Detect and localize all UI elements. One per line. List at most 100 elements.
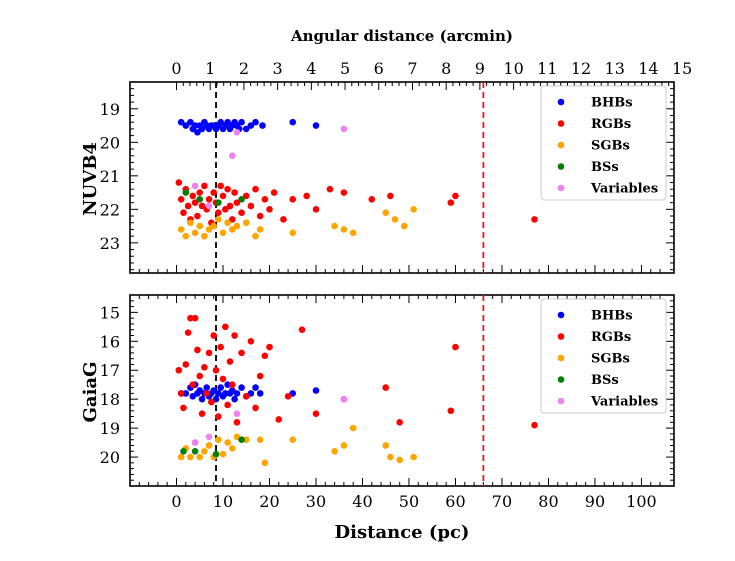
data-point (289, 436, 297, 443)
x-axis-label: Distance (pc) (335, 522, 470, 543)
gaiag-panel: 15 16 17 18 19 20 BHBs RGBs SGBs BSs Variables 0 10 2… (100, 294, 675, 511)
data-point (203, 384, 211, 391)
y-tick-label: 19 (100, 100, 120, 119)
data-point (182, 122, 190, 129)
data-point (452, 343, 459, 351)
x-tick-label: 30 (306, 492, 326, 511)
top-tick-label: 2 (239, 59, 249, 78)
data-point (531, 216, 538, 223)
y-tick-label: 19 (100, 419, 120, 438)
data-point (217, 384, 224, 391)
data-point (205, 442, 213, 449)
x-tick-label: 90 (585, 492, 605, 511)
top-tick-label: 13 (605, 59, 625, 78)
data-point (261, 195, 269, 203)
data-point (224, 219, 231, 227)
x-tick-label: 40 (352, 492, 372, 511)
data-point (201, 447, 208, 455)
data-point (182, 390, 190, 397)
data-point (340, 125, 348, 133)
data-point (177, 195, 185, 203)
legend-marker (557, 120, 565, 127)
top-tick-label: 7 (407, 59, 417, 78)
plot-frame (129, 81, 675, 274)
data-point (331, 222, 338, 230)
data-point (382, 209, 390, 216)
top-tick-label: 5 (340, 59, 350, 78)
data-point (217, 343, 224, 351)
data-point (252, 232, 259, 240)
data-point (289, 118, 297, 126)
x-tick-label: 10 (213, 492, 233, 511)
top-tick-label: 8 (441, 59, 451, 78)
nuvb4-panel: 0 1 2 3 4 5 6 7 8 9 10 11 12 13 14 151920212223BHBsRGBs… (100, 59, 692, 274)
plot-frame (129, 294, 675, 487)
top-tick-label: 9 (475, 59, 485, 78)
data-point (349, 229, 357, 237)
data-point (180, 209, 187, 216)
data-point (184, 329, 192, 336)
data-point (191, 314, 199, 322)
data-point (387, 192, 394, 200)
data-point (222, 206, 229, 213)
data-point (531, 421, 538, 429)
data-point (180, 447, 187, 455)
data-point (266, 343, 273, 351)
data-point (280, 216, 287, 223)
data-point (205, 433, 213, 441)
data-point (228, 445, 236, 452)
data-point (177, 390, 185, 397)
x-tick-label: 100 (626, 492, 657, 511)
legend-label: BHBs (591, 96, 633, 111)
data-point (224, 439, 231, 446)
data-point (447, 199, 455, 206)
data-point (256, 212, 264, 220)
data-point (224, 118, 231, 126)
legend-marker (557, 354, 565, 362)
data-point (238, 118, 245, 126)
data-point (228, 381, 236, 389)
data-point (238, 349, 245, 357)
data-point (261, 352, 269, 360)
data-point (233, 390, 241, 397)
data-point (233, 222, 241, 230)
legend-marker (557, 333, 565, 340)
data-point (259, 122, 266, 129)
data-point (326, 185, 334, 193)
data-point (382, 442, 390, 449)
x-tick-label: 70 (492, 492, 512, 511)
data-point (215, 209, 222, 216)
legend-marker (557, 163, 565, 170)
data-point (222, 390, 229, 397)
data-point (312, 387, 320, 394)
data-point (217, 118, 224, 126)
data-point (238, 209, 245, 216)
data-point (298, 326, 306, 334)
legend-marker (557, 184, 565, 192)
legend-label: Variables (590, 182, 658, 197)
top-tick-label: 12 (571, 59, 591, 78)
data-point (256, 226, 264, 233)
data-point (331, 447, 338, 455)
legend-marker (557, 397, 565, 405)
y-tick-label: 21 (100, 167, 120, 186)
data-point (201, 182, 208, 190)
data-point (382, 384, 390, 391)
data-point (215, 199, 222, 206)
data-point (205, 202, 213, 210)
data-point (247, 202, 255, 210)
data-point (252, 404, 259, 412)
data-point (231, 332, 238, 339)
data-point (242, 392, 250, 400)
y-tick-label: 20 (100, 133, 120, 152)
legend-label: BHBs (591, 309, 633, 324)
data-point (191, 182, 199, 190)
data-point (210, 332, 217, 339)
data-point (247, 122, 255, 129)
data-point (340, 226, 348, 233)
y-tick-label: 16 (100, 332, 120, 351)
data-point (228, 226, 236, 233)
data-point (396, 456, 403, 464)
data-point (242, 219, 250, 227)
